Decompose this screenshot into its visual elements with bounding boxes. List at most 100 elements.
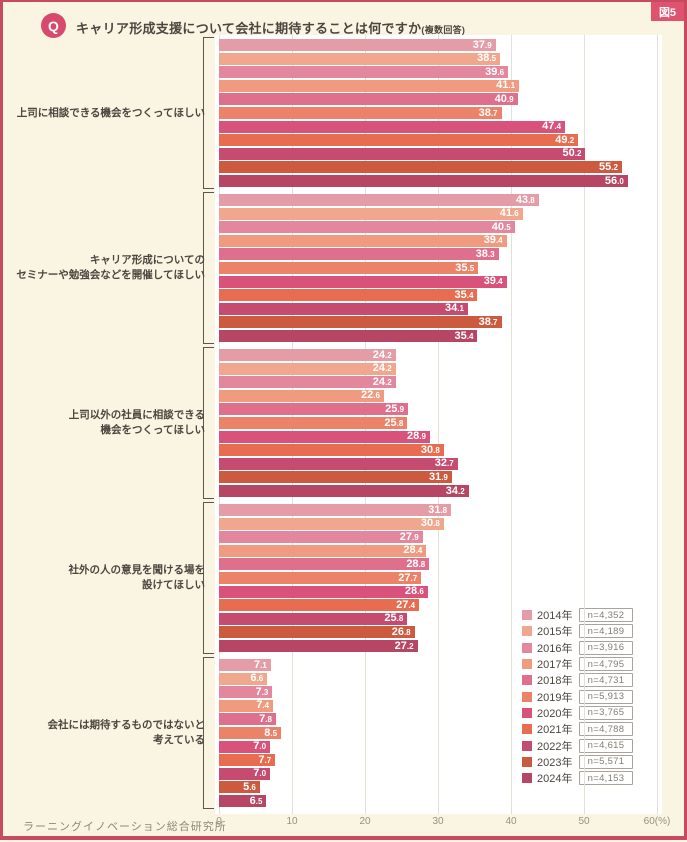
bar-value-label: 7.0: [253, 767, 267, 780]
category-label: 上司以外の社員に相談できる機会をつくってほしい: [9, 349, 205, 497]
legend-color-swatch: [522, 675, 532, 686]
group-bracket: [203, 37, 214, 189]
bar-value-label: 22.6: [361, 389, 380, 402]
bar: 32.7: [219, 457, 458, 470]
question-icon: Q: [41, 13, 66, 38]
legend-year-label: 2020年: [537, 707, 573, 720]
gridline: [438, 35, 439, 814]
group-bracket: [203, 192, 214, 344]
legend-sample-size: n=5,571: [579, 754, 633, 769]
bar-value-label: 7.8: [259, 712, 272, 725]
bar-value-label: 38.3: [475, 247, 495, 260]
bar: 30.8: [219, 517, 444, 530]
legend-year-label: 2023年: [537, 756, 573, 769]
legend-color-swatch: [522, 707, 532, 718]
legend-color-swatch: [522, 610, 532, 621]
bar-value-label: 25.8: [384, 416, 404, 429]
bar-value-label: 43.8: [515, 193, 535, 206]
bar-value-label: 27.4: [396, 598, 416, 611]
category-label: 社外の人の意見を聞ける場を 設けてほしい: [9, 504, 206, 652]
bar-value-label: 28.9: [407, 430, 426, 443]
bar: 30.8: [219, 443, 444, 457]
bar-value-label: 34.1: [445, 302, 464, 315]
bar: 39.4: [219, 234, 507, 247]
bar-value-label: 39.4: [483, 275, 503, 288]
bar: 28.4: [219, 544, 427, 557]
bar-value-label: 28.4: [403, 544, 423, 557]
bar: 28.6: [219, 585, 428, 598]
legend-sample-size: n=4,153: [579, 771, 633, 786]
legend-sample-size: n=4,615: [579, 738, 633, 753]
x-axis-tick-label: 20: [359, 816, 371, 827]
x-axis-tick-label: 0: [216, 816, 222, 827]
legend-year-label: 2022年: [537, 740, 573, 753]
legend-color-swatch: [522, 773, 532, 784]
legend-sample-size: n=4,189: [579, 624, 633, 639]
bar-value-label: 7.4: [256, 699, 270, 712]
bar: 38.7: [219, 107, 502, 119]
bar: 55.2: [219, 160, 622, 174]
legend-color-swatch: [522, 626, 532, 637]
category-label-line: 上司に相談できる機会をつくってほしい: [16, 106, 205, 119]
legend-row: 2015年 n=4,189: [522, 623, 633, 639]
bar-value-label: 24.2: [372, 362, 392, 375]
bar-value-label: 6.6: [250, 672, 264, 685]
bar: 40.5: [219, 220, 515, 234]
bar-value-label: 37.9: [472, 38, 492, 51]
legend-row: 2017年 n=4,795: [522, 656, 633, 672]
bar-value-label: 56.0: [604, 174, 624, 187]
bar: 34.2: [219, 485, 469, 497]
bar: 27.9: [219, 531, 423, 544]
bar: 38.5: [219, 52, 501, 65]
category-label-line: キャリア形成についての: [89, 254, 205, 266]
bar: 38.3: [219, 247, 499, 261]
bar: 40.9: [219, 93, 518, 106]
bar-value-label: 39.6: [485, 65, 505, 78]
legend-sample-size: n=3,916: [579, 640, 633, 655]
bar-value-label: 30.8: [420, 443, 440, 456]
bar-value-label: 24.2: [372, 348, 392, 361]
legend: 2014年 n=4,352 2015年 n=4,189 2016年 n=3,916 2017…: [522, 607, 633, 786]
legend-row: 2023年 n=5,571: [522, 754, 633, 770]
bar-value-label: 8.5: [264, 726, 278, 739]
bar: 25.9: [219, 403, 409, 416]
legend-row: 2020年 n=3,765: [522, 705, 633, 721]
legend-color-swatch: [522, 756, 532, 767]
bar-value-label: 30.8: [420, 517, 440, 530]
legend-sample-size: n=5,913: [579, 689, 633, 704]
bar: 25.8: [219, 416, 408, 429]
category-label-line: 上司以外の社員に相談できる: [68, 409, 205, 421]
bar: 39.4: [219, 275, 507, 288]
gridline: [657, 35, 658, 814]
legend-color-swatch: [522, 724, 532, 735]
bar-value-label: 7.0: [253, 740, 267, 753]
bar-value-label: 55.2: [599, 160, 618, 173]
legend-row: 2019年 n=5,913: [522, 688, 633, 704]
legend-row: 2021年 n=4,788: [522, 721, 633, 737]
bar: 50.2: [219, 147, 586, 160]
legend-row: 2016年 n=3,916: [522, 640, 633, 656]
legend-row: 2024年 n=4,153: [522, 770, 633, 786]
legend-year-label: 2021年: [537, 724, 573, 737]
bar-value-label: 40.5: [491, 220, 511, 233]
bar: 5.6: [219, 781, 260, 794]
bar-value-label: 35.5: [455, 261, 475, 274]
category-label-line: 社外の人の意見を聞ける場を: [68, 564, 206, 576]
category-label-line: 機会をつくってほしい: [100, 424, 205, 436]
bar: 43.8: [219, 194, 539, 206]
legend-sample-size: n=4,795: [579, 657, 633, 672]
legend-row: 2014年 n=4,352: [522, 607, 633, 623]
bar-value-label: 28.8: [406, 557, 426, 570]
bar-value-label: 34.2: [445, 484, 465, 497]
category-label: キャリア形成についての セミナーや勉強会などを開催してほしい: [9, 194, 205, 342]
bar: 56.0: [219, 175, 628, 187]
bar: 22.6: [219, 389, 384, 402]
bar-value-label: 27.7: [398, 571, 418, 584]
legend-row: 2022年 n=4,615: [522, 737, 633, 753]
bar-value-label: 35.4: [454, 288, 474, 301]
bar: 35.4: [219, 288, 478, 302]
bar: 7.8: [219, 712, 276, 726]
bar-value-label: 39.4: [483, 234, 503, 247]
group-bracket: [203, 347, 214, 499]
category-label: 会社には期待するものではないと 考えている: [9, 659, 206, 807]
